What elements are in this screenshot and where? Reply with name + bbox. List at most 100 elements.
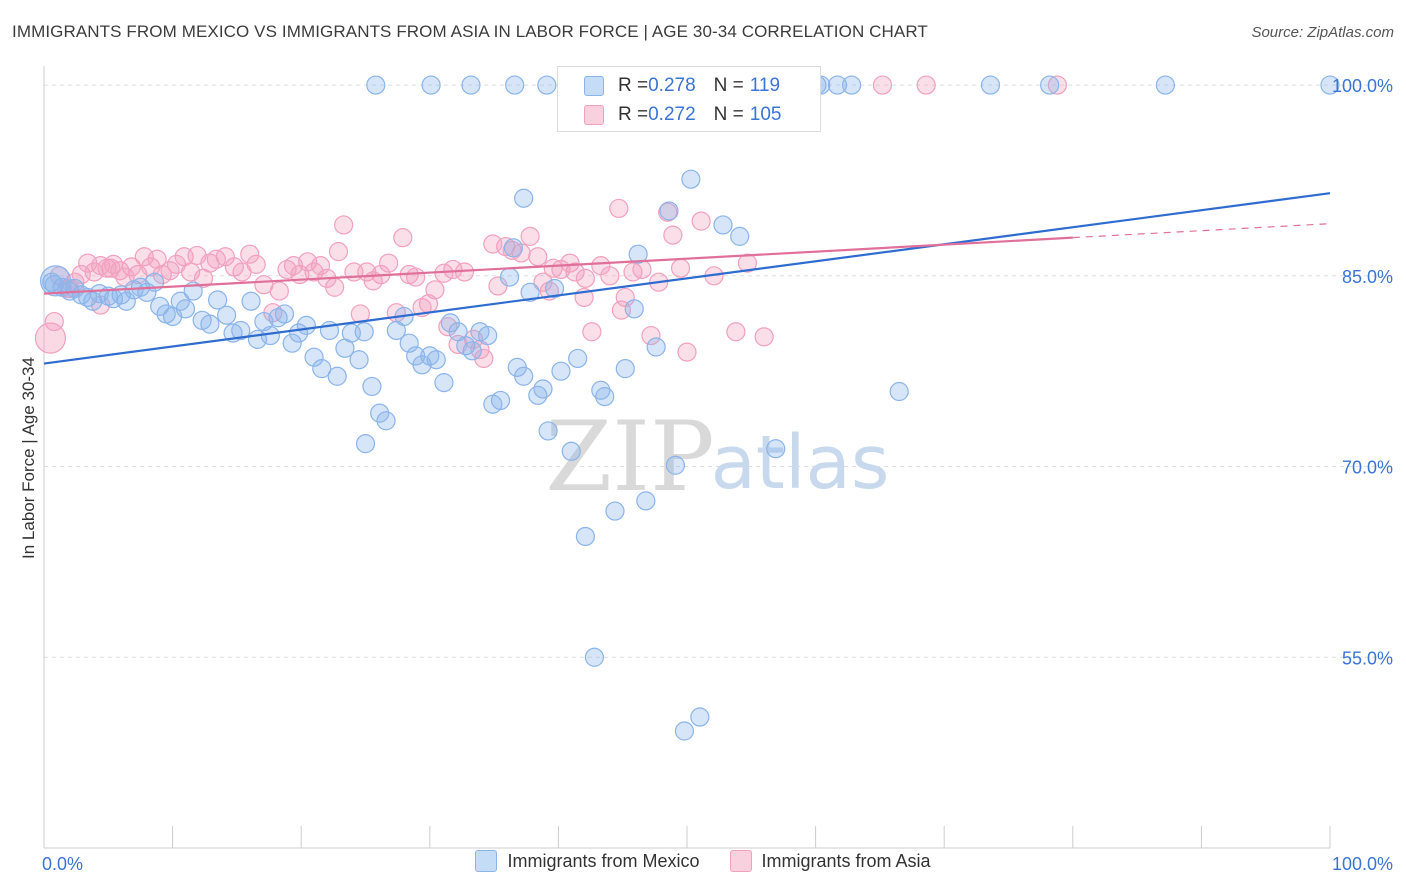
point-asia-31 bbox=[269, 281, 289, 301]
legend-item-asia: Immigrants from Asia bbox=[729, 850, 931, 872]
point-mexico-100 bbox=[461, 75, 481, 95]
chart-title: IMMIGRANTS FROM MEXICO VS IMMIGRANTS FRO… bbox=[12, 22, 928, 41]
point-mexico-83 bbox=[624, 299, 644, 319]
n-value-mexico: 119 bbox=[749, 75, 781, 96]
point-asia-40 bbox=[328, 242, 349, 262]
point-asia-97 bbox=[1047, 75, 1067, 95]
point-asia-39 bbox=[325, 277, 345, 297]
r-label: R = bbox=[618, 75, 649, 96]
point-mexico-94 bbox=[766, 439, 786, 459]
point-mexico-28 bbox=[231, 320, 251, 341]
point-mexico-34 bbox=[274, 304, 295, 324]
y-tick-label-3: 55.0% bbox=[1342, 648, 1393, 668]
point-asia-47 bbox=[379, 253, 399, 273]
point-asia-13 bbox=[141, 257, 161, 277]
point-asia-90 bbox=[691, 211, 711, 231]
point-mexico-97 bbox=[514, 188, 534, 208]
point-mexico-86 bbox=[646, 337, 666, 357]
point-mexico-82 bbox=[615, 359, 635, 379]
point-mexico-29 bbox=[241, 291, 261, 311]
point-mexico-26 bbox=[217, 305, 237, 325]
point-mexico-78 bbox=[584, 647, 605, 667]
r-label: R = bbox=[618, 104, 649, 125]
point-mexico-72 bbox=[538, 421, 558, 441]
point-mexico-77 bbox=[575, 526, 596, 547]
y-axis-label: In Labor Force | Age 30-34 bbox=[19, 357, 38, 559]
point-asia-74 bbox=[560, 253, 580, 273]
y-tick-label-2: 70.0% bbox=[1342, 458, 1393, 478]
point-mexico-66 bbox=[499, 267, 520, 287]
point-mexico-65 bbox=[490, 390, 511, 411]
point-asia-68 bbox=[520, 226, 540, 246]
n-value-asia: 105 bbox=[749, 104, 782, 125]
point-mexico-45 bbox=[354, 322, 374, 342]
point-mexico-87 bbox=[659, 201, 679, 221]
point-large-mexico-0 bbox=[39, 265, 72, 297]
point-mexico-56 bbox=[426, 350, 446, 370]
point-mexico-49 bbox=[355, 434, 376, 454]
axes bbox=[43, 66, 1331, 849]
x-tick-label-max: 100.0% bbox=[1332, 854, 1393, 874]
legend-swatch-asia bbox=[729, 850, 752, 872]
point-mexico-71 bbox=[533, 379, 553, 399]
point-asia-77 bbox=[582, 322, 602, 342]
legend: Immigrants from Mexico Immigrants from A… bbox=[0, 850, 1406, 872]
point-mexico-37 bbox=[296, 315, 316, 335]
point-asia-104 bbox=[101, 258, 121, 278]
point-asia-43 bbox=[350, 304, 370, 324]
point-mexico-81 bbox=[605, 501, 625, 521]
point-mexico-41 bbox=[327, 366, 347, 386]
point-mexico-117 bbox=[827, 75, 848, 95]
legend-swatch-mexico bbox=[475, 850, 498, 872]
r-value-mexico: 0.278 bbox=[648, 75, 696, 96]
point-mexico-70 bbox=[528, 385, 548, 405]
point-mexico-96 bbox=[503, 238, 523, 258]
point-asia-76 bbox=[575, 268, 596, 288]
trend-lines bbox=[43, 192, 1331, 365]
point-asia-54 bbox=[425, 280, 445, 300]
point-mexico-38 bbox=[304, 347, 324, 367]
legend-label-mexico: Immigrants from Mexico bbox=[507, 850, 700, 871]
point-mexico-6 bbox=[78, 287, 98, 308]
r-value-asia: 0.272 bbox=[648, 104, 696, 125]
point-asia-14 bbox=[147, 249, 167, 269]
point-asia-84 bbox=[641, 325, 661, 346]
point-mexico-84 bbox=[628, 244, 648, 264]
stats-legend: R = 0.278 N = 119 R = 0.272 N = 105 bbox=[557, 66, 821, 132]
watermark: ZIP atlas bbox=[545, 401, 889, 513]
x-tick-label-min: 0.0% bbox=[42, 854, 83, 874]
point-mexico-63 bbox=[478, 325, 498, 346]
swatch-asia bbox=[584, 105, 604, 125]
point-mexico-88 bbox=[665, 455, 686, 475]
point-asia-69 bbox=[528, 247, 548, 267]
point-mexico-57 bbox=[434, 373, 454, 393]
point-mexico-111 bbox=[980, 75, 1001, 95]
point-mexico-80 bbox=[595, 387, 615, 407]
trend-line-extension-asia bbox=[1072, 223, 1331, 239]
point-mexico-92 bbox=[713, 215, 733, 235]
point-mexico-110 bbox=[842, 75, 862, 95]
point-mexico-32 bbox=[260, 325, 280, 346]
point-mexico-69 bbox=[520, 282, 540, 302]
point-mexico-99 bbox=[421, 75, 441, 95]
point-mexico-98 bbox=[366, 75, 386, 95]
point-asia-80 bbox=[609, 198, 629, 219]
point-asia-89 bbox=[677, 342, 697, 362]
point-asia-94 bbox=[754, 327, 774, 347]
point-asia-35 bbox=[298, 252, 318, 272]
point-asia-28 bbox=[246, 254, 266, 274]
n-label: N = bbox=[713, 75, 744, 96]
point-asia-41 bbox=[334, 215, 354, 235]
point-mexico-47 bbox=[370, 403, 390, 423]
point-mexico-101 bbox=[505, 75, 525, 95]
point-mexico-90 bbox=[681, 169, 701, 189]
point-mexico-7 bbox=[83, 291, 103, 311]
data-points bbox=[34, 75, 1340, 741]
point-asia-10 bbox=[121, 257, 142, 277]
point-mexico-85 bbox=[636, 491, 656, 511]
point-mexico-89 bbox=[674, 721, 695, 741]
point-mexico-39 bbox=[312, 359, 332, 379]
point-asia-56 bbox=[443, 259, 463, 280]
point-mexico-76 bbox=[568, 348, 588, 369]
